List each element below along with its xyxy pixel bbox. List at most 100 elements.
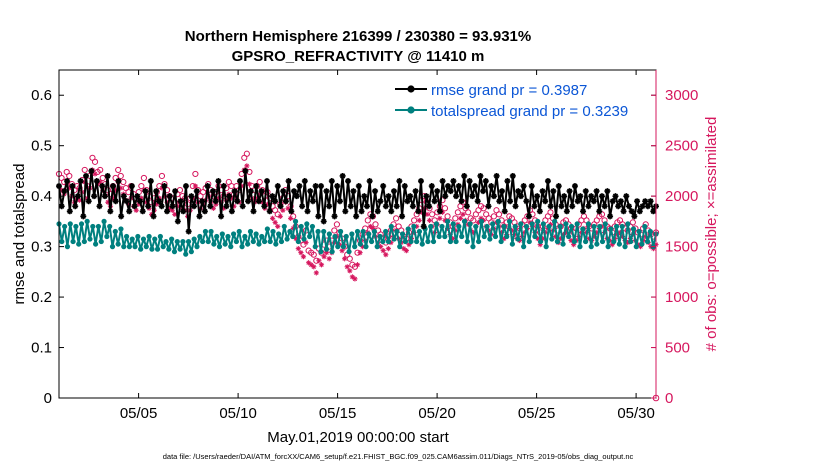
totalspread-point: [425, 238, 431, 245]
totalspread-point: [90, 223, 96, 230]
totalspread-point: [301, 236, 307, 242]
totalspread-point: [515, 236, 521, 242]
rmse-point: [634, 198, 641, 205]
totalspread-point: [475, 238, 482, 245]
x-tick-label: 05/30: [617, 405, 655, 422]
assimilated-obs-point: [424, 211, 430, 217]
totalspread-point: [281, 223, 287, 230]
assimilated-obs-point: [136, 201, 142, 207]
possible-obs-point: [256, 178, 263, 186]
series-totalspread: [56, 218, 659, 257]
totalspread-point: [481, 233, 487, 240]
assimilated-obs-point: [553, 233, 559, 240]
totalspread-point: [216, 244, 223, 250]
totalspread-point: [200, 238, 206, 245]
totalspread-point: [259, 233, 265, 240]
totalspread-point: [447, 238, 454, 245]
rmse-point: [580, 208, 587, 215]
totalspread-point: [566, 233, 572, 240]
assimilated-obs-point: [97, 179, 103, 185]
totalspread-point: [228, 244, 234, 250]
rmse-point: [504, 178, 511, 185]
totalspread-point: [473, 223, 479, 230]
assimilated-obs-point: [339, 248, 345, 254]
totalspread-point: [546, 223, 552, 230]
rmse-point: [74, 193, 81, 200]
assimilated-obs-point: [537, 241, 543, 248]
totalspread-point: [230, 231, 237, 237]
totalspread-point: [276, 231, 282, 237]
assimilated-obs-point: [370, 225, 376, 232]
totalspread-point: [377, 233, 383, 240]
rmse-point: [466, 178, 473, 185]
totalspread-point: [101, 218, 107, 224]
totalspread-point: [628, 238, 634, 245]
rmse-point: [128, 183, 135, 190]
y-left-tick-label: 0.4: [31, 188, 52, 205]
assimilated-obs-point: [352, 276, 358, 282]
assimilated-obs-point: [637, 244, 644, 250]
assimilated-obs-point: [609, 241, 615, 248]
assimilated-obs-point: [499, 229, 505, 236]
totalspread-point: [143, 244, 149, 250]
assimilated-obs-point: [84, 195, 90, 201]
totalspread-point: [222, 241, 228, 247]
rmse-point: [285, 178, 292, 185]
rmse-point: [61, 188, 68, 195]
possible-obs-point: [97, 166, 104, 174]
rmse-point: [625, 203, 632, 210]
rmse-point: [526, 213, 533, 220]
totalspread-point: [360, 228, 366, 235]
rmse-point: [83, 172, 90, 179]
assimilated-obs-point: [172, 211, 178, 217]
rmse-point: [363, 203, 370, 210]
rmse-point: [420, 223, 427, 230]
rmse-point: [569, 203, 576, 210]
legend-rmse-marker: [407, 85, 415, 93]
rmse-point: [604, 188, 611, 195]
totalspread-point: [571, 238, 577, 245]
rmse-point: [423, 193, 430, 200]
totalspread-point: [554, 238, 561, 245]
totalspread-point: [642, 223, 648, 230]
assimilated-obs-point: [293, 235, 299, 242]
assimilated-obs-point: [159, 185, 165, 191]
rmse-point: [463, 203, 470, 210]
totalspread-point: [312, 244, 318, 250]
totalspread-point: [107, 223, 113, 230]
rmse-point: [309, 198, 316, 205]
possible-obs-point: [310, 251, 317, 258]
assimilated-obs-point: [558, 235, 564, 242]
totalspread-point: [402, 238, 408, 245]
legend-rmse-label: rmse grand pr = 0.3987: [431, 82, 587, 99]
assimilated-obs-point: [349, 274, 355, 280]
y-left-tick-label: 0.6: [31, 87, 52, 104]
possible-obs-point: [158, 172, 166, 180]
rmse-point: [323, 188, 330, 195]
chart-title: Northern Hemisphere 216399 / 230380 = 93…: [185, 28, 531, 45]
rmse-point: [482, 178, 489, 185]
rmse-point: [426, 203, 433, 210]
rmse-point: [188, 193, 195, 200]
rmse-point: [563, 208, 570, 215]
totalspread-point: [383, 228, 389, 235]
assimilated-obs-point: [383, 252, 389, 258]
rmse-point: [64, 178, 71, 185]
rmse-point: [493, 172, 500, 179]
rmse-point: [185, 228, 192, 235]
assimilated-obs-point: [354, 262, 361, 268]
rmse-point: [209, 188, 216, 195]
rmse-point: [282, 198, 289, 205]
rmse-point: [99, 183, 106, 190]
assimilated-obs-point: [58, 187, 65, 193]
totalspread-point: [363, 244, 369, 250]
possible-obs-point: [81, 166, 88, 174]
totalspread-point: [597, 223, 603, 230]
y-right-tick-label: 0: [665, 390, 673, 407]
y-right-tick-label: 500: [665, 340, 690, 357]
totalspread-point: [371, 228, 377, 235]
totalspread-point: [247, 228, 254, 235]
rmse-point: [636, 208, 643, 215]
rmse-point: [155, 198, 162, 205]
axis-layer: 0 0.1 0.2 0.3 0.4 0.5 0.6 0 500 1000 1500 2000 2500 3…: [31, 70, 698, 422]
